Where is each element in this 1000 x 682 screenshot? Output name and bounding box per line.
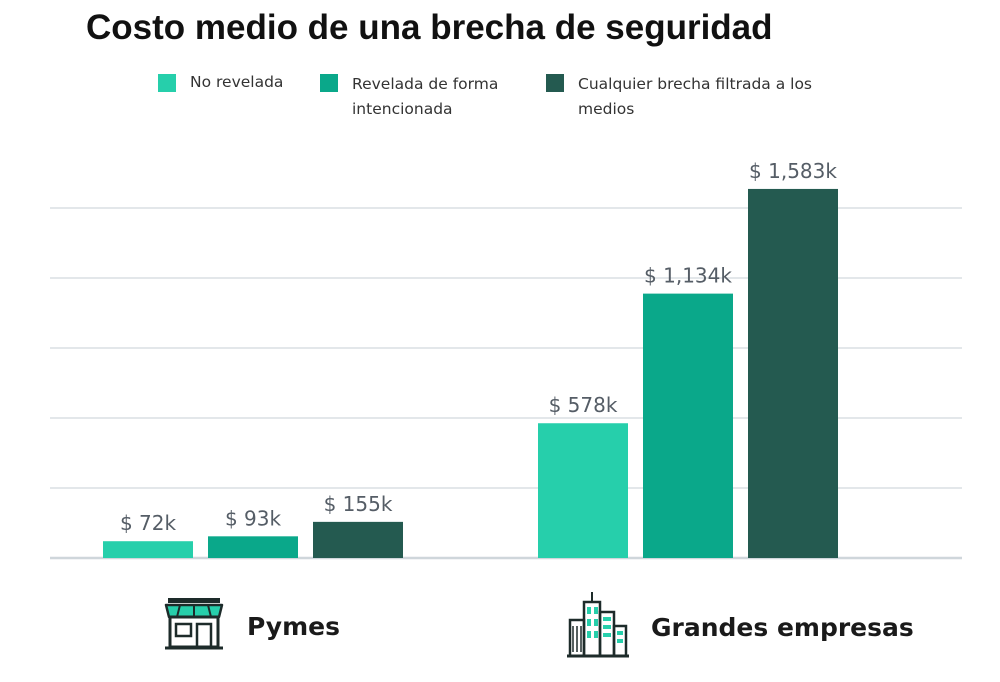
legend-label: No revelada	[190, 73, 284, 91]
legend-swatch	[546, 74, 564, 92]
data-label: $ 155k	[324, 492, 393, 516]
legend-label: Cualquier brecha filtrada a los medios	[578, 75, 813, 118]
bar	[643, 293, 733, 558]
category-grandes-empresas: Grandes empresas	[567, 590, 914, 665]
data-label: $ 578k	[549, 393, 618, 417]
bar	[208, 536, 298, 558]
category-label: Grandes empresas	[651, 613, 914, 642]
bar	[103, 541, 193, 558]
bar	[748, 188, 838, 558]
data-label: $ 1,134k	[644, 264, 732, 288]
legend-label: Revelada de forma intencionada	[352, 75, 499, 118]
legend-item-filtrada: Cualquier brecha filtrada a los medios	[546, 72, 828, 122]
legend-item-no-revelada: No revelada	[158, 72, 283, 92]
data-label: $ 93k	[225, 506, 282, 530]
bar	[538, 423, 628, 558]
legend-swatch	[320, 74, 338, 92]
legend-item-revelada: Revelada de forma intencionada	[320, 72, 522, 122]
data-label: $ 72k	[120, 511, 177, 535]
store-icon	[163, 595, 225, 658]
legend-swatch	[158, 74, 176, 92]
data-label: $ 1,583k	[749, 159, 837, 183]
chart-title: Costo medio de una brecha de seguridad	[86, 8, 773, 47]
bar	[313, 521, 403, 558]
category-label: Pymes	[247, 612, 340, 641]
office-buildings-icon	[567, 590, 629, 665]
category-pymes: Pymes	[163, 595, 340, 658]
